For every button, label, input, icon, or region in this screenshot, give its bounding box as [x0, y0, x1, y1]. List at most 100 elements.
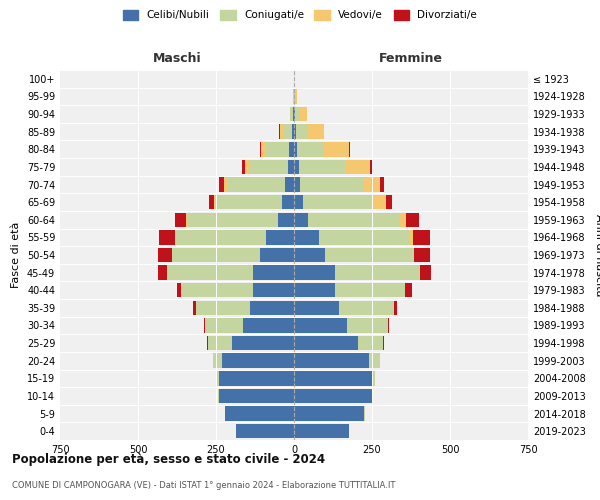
Bar [281, 195, 294, 210]
Bar [209, 195, 214, 210]
Bar [380, 178, 385, 192]
Bar [292, 124, 294, 139]
Bar [176, 283, 181, 298]
Bar [280, 124, 283, 139]
Bar [297, 142, 323, 156]
Bar [289, 142, 294, 156]
Bar [308, 124, 323, 139]
Bar [196, 300, 250, 315]
Bar [294, 195, 304, 210]
Bar [219, 388, 294, 403]
Bar [182, 283, 253, 298]
Bar [358, 336, 383, 350]
Bar [218, 388, 219, 403]
Bar [188, 212, 278, 227]
Bar [158, 248, 172, 262]
Bar [420, 266, 431, 280]
Bar [284, 178, 294, 192]
Bar [249, 160, 288, 174]
Bar [219, 371, 294, 386]
Bar [294, 212, 308, 227]
Bar [294, 178, 300, 192]
Bar [419, 266, 420, 280]
Bar [372, 388, 373, 403]
Bar [319, 230, 409, 244]
Bar [242, 318, 294, 332]
Bar [222, 354, 294, 368]
Bar [294, 300, 339, 315]
Bar [372, 371, 375, 386]
Bar [294, 266, 335, 280]
Text: Popolazione per età, sesso e stato civile - 2024: Popolazione per età, sesso e stato civil… [12, 452, 325, 466]
Bar [283, 124, 292, 139]
Bar [175, 230, 266, 244]
Bar [217, 371, 219, 386]
Bar [294, 283, 335, 298]
Bar [294, 142, 297, 156]
Bar [219, 178, 224, 192]
Bar [383, 336, 384, 350]
Bar [308, 212, 400, 227]
Bar [299, 107, 307, 122]
Bar [293, 107, 294, 122]
Bar [288, 160, 294, 174]
Bar [335, 266, 419, 280]
Bar [335, 283, 405, 298]
Bar [388, 318, 389, 332]
Bar [294, 354, 369, 368]
Bar [159, 230, 175, 244]
Bar [278, 212, 294, 227]
Bar [193, 300, 196, 315]
Bar [294, 124, 296, 139]
Bar [405, 283, 406, 298]
Bar [260, 142, 261, 156]
Legend: Celibi/Nubili, Coniugati/e, Vedovi/e, Divorziati/e: Celibi/Nubili, Coniugati/e, Vedovi/e, Di… [123, 10, 477, 20]
Bar [226, 406, 294, 421]
Bar [167, 266, 253, 280]
Bar [227, 178, 284, 192]
Bar [409, 230, 413, 244]
Bar [294, 424, 349, 438]
Text: Femmine: Femmine [379, 52, 443, 64]
Bar [323, 142, 349, 156]
Bar [232, 336, 294, 350]
Bar [370, 160, 373, 174]
Bar [260, 248, 294, 262]
Bar [207, 336, 208, 350]
Y-axis label: Anni di nascita: Anni di nascita [594, 214, 600, 296]
Bar [245, 160, 249, 174]
Bar [294, 336, 358, 350]
Bar [386, 195, 392, 210]
Bar [266, 230, 294, 244]
Bar [208, 336, 232, 350]
Bar [250, 300, 294, 315]
Bar [172, 248, 260, 262]
Bar [394, 300, 397, 315]
Bar [253, 266, 294, 280]
Y-axis label: Fasce di età: Fasce di età [11, 222, 21, 288]
Bar [362, 178, 380, 192]
Bar [253, 283, 294, 298]
Bar [261, 142, 266, 156]
Bar [266, 142, 289, 156]
Bar [187, 212, 188, 227]
Bar [216, 195, 281, 210]
Bar [400, 212, 406, 227]
Bar [295, 107, 299, 122]
Bar [294, 406, 364, 421]
Bar [158, 266, 167, 280]
Bar [347, 318, 388, 332]
Bar [294, 318, 347, 332]
Bar [203, 318, 205, 332]
Bar [369, 354, 380, 368]
Bar [294, 248, 325, 262]
Bar [175, 212, 187, 227]
Bar [294, 160, 299, 174]
Bar [374, 195, 386, 210]
Bar [295, 89, 297, 104]
Bar [224, 178, 227, 192]
Bar [414, 248, 430, 262]
Bar [294, 388, 372, 403]
Bar [413, 230, 430, 244]
Bar [299, 160, 346, 174]
